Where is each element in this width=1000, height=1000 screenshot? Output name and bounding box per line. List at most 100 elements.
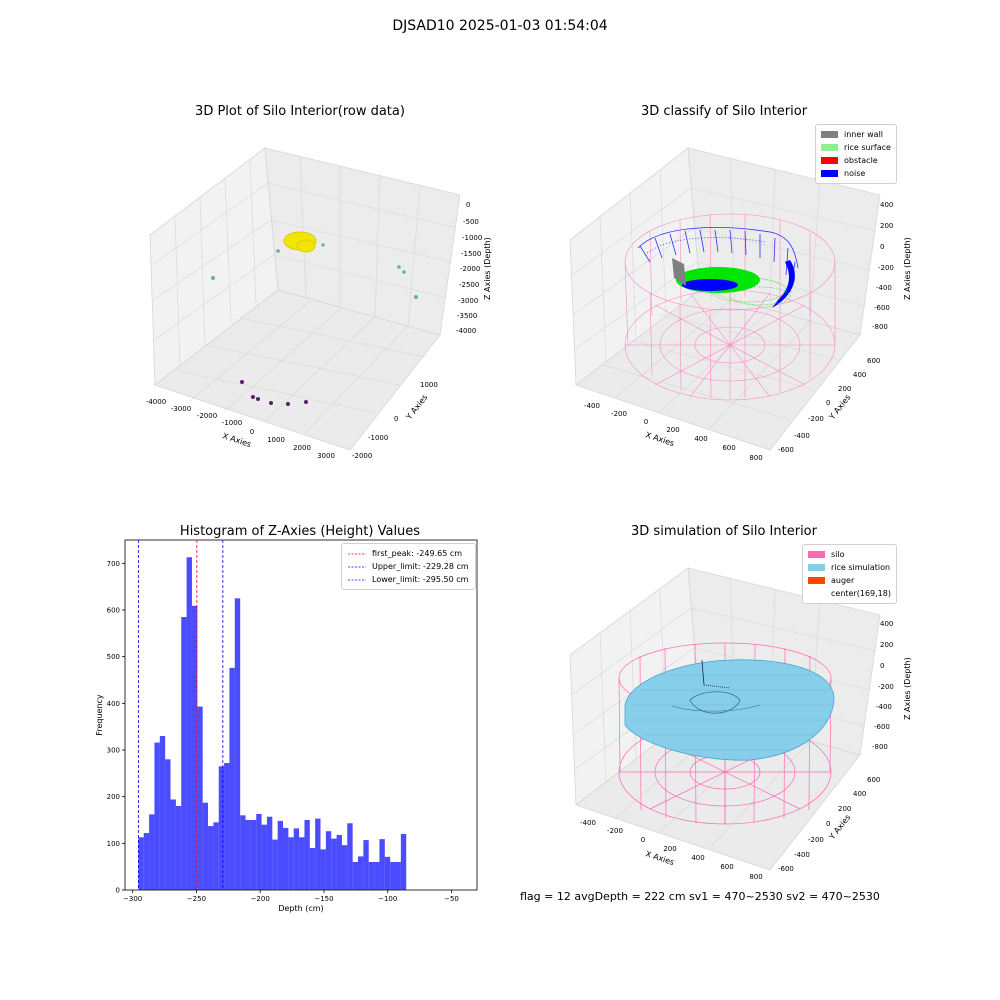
histogram-bar [138,837,144,890]
histogram-xtick-label: −250 [187,895,206,903]
svg-text:0: 0 [880,662,884,670]
legend-entry-lower-limit: Lower_limit: -295.50 cm [348,575,469,584]
histogram-bar [358,856,364,890]
svg-text:-1000: -1000 [368,434,388,442]
svg-text:0: 0 [826,820,830,828]
svg-text:-500: -500 [463,218,479,226]
histogram-bar [400,834,407,890]
svg-text:800: 800 [749,454,762,462]
svg-text:0: 0 [394,415,398,423]
svg-text:-400: -400 [876,703,892,711]
histogram-bar [283,827,289,890]
histogram-bar [165,759,171,890]
svg-text:600: 600 [722,444,735,452]
histogram-bar [234,598,241,890]
histogram-bar [218,766,225,890]
histogram-ytick-label: 700 [107,560,120,568]
histogram-ytick-label: 500 [107,653,120,661]
svg-text:-400: -400 [794,851,810,859]
histogram-bar [208,826,214,890]
svg-text:800: 800 [749,873,762,881]
legend-entry-obstacle: obstacle [821,154,891,167]
histogram-bar [256,813,262,890]
svg-text:-2500: -2500 [459,281,479,289]
histogram-xtick-label: −150 [314,895,333,903]
svg-text:0: 0 [826,399,830,407]
svg-text:-600: -600 [874,723,890,731]
svg-text:0: 0 [466,201,470,209]
histogram-bar [181,617,187,890]
legend-entry-first-peak: first_peak: -249.65 cm [348,549,463,558]
histogram-bar [159,736,166,890]
svg-text:400: 400 [694,435,707,443]
svg-text:400: 400 [691,854,704,862]
legend-entry-upper-limit: Upper_limit: -229.28 cm [348,562,469,571]
histogram-bar [384,856,391,890]
histogram-bar [170,799,176,890]
histogram-bar [175,806,182,890]
histogram-bar [341,845,348,890]
histogram-bar [197,706,203,890]
classify-panel-title: 3D classify of Silo Interior [640,104,808,119]
svg-text:-4000: -4000 [146,398,166,406]
svg-text:0: 0 [644,418,648,426]
histogram-ytick-label: 300 [107,747,120,755]
histogram-bar [266,816,273,890]
legend-swatch [808,590,825,597]
histogram-xtick-label: −200 [251,895,270,903]
histogram-bar [261,824,267,890]
legend-swatch [808,564,825,571]
histogram-bar [213,822,219,890]
svg-text:0: 0 [880,243,884,251]
histogram-bar [395,862,401,890]
histogram-bar [272,839,278,890]
histogram-ytick-label: 0 [116,887,120,895]
histogram-xtick-label: −300 [123,895,142,903]
svg-text:-400: -400 [794,432,810,440]
histogram-xtick-label: −100 [378,895,397,903]
histogram-ytick-label: 100 [107,840,120,848]
svg-text:400: 400 [880,620,893,628]
histogram-ytick-label: 200 [107,793,120,801]
svg-text:-1500: -1500 [461,250,481,258]
histogram-bar [368,862,375,890]
histogram-bar [154,742,160,890]
histogram-bar [229,667,235,890]
svg-text:-2000: -2000 [352,452,372,460]
svg-text:-2000: -2000 [197,412,217,420]
figure-title: DJSAD10 2025-01-03 01:54:04 [392,18,608,34]
histogram-xtick-label: −50 [444,895,459,903]
svg-text:-200: -200 [878,264,894,272]
svg-text:Z Axies (Depth): Z Axies (Depth) [483,237,492,300]
svg-text:Z Axies (Depth): Z Axies (Depth) [903,237,912,300]
svg-text:200: 200 [880,222,893,230]
histogram-bar [309,848,316,890]
histogram-legend: first_peak: -249.65 cm Upper_limit: -229… [341,543,476,590]
svg-text:400: 400 [853,790,866,798]
legend-swatch [821,157,838,164]
legend-swatch [821,144,838,151]
svg-text:2000: 2000 [293,444,311,452]
histogram-bar [186,557,192,890]
histogram-bar [245,820,251,890]
simulation-panel-title: 3D simulation of Silo Interior [631,524,817,539]
histogram-bar [379,839,385,890]
histogram-bar [390,862,396,890]
svg-text:-600: -600 [874,304,890,312]
histogram-bar [331,838,337,890]
histogram-bar [304,820,310,890]
svg-text:-600: -600 [778,446,794,454]
histogram-bar [293,828,300,890]
svg-text:600: 600 [867,357,880,365]
legend-entry-center: center(169,18) [808,587,891,600]
histogram-bar [202,802,209,890]
histogram-bar [191,605,198,890]
legend-entry-inner-wall: inner wall [821,128,891,141]
simulation-legend: silo rice simulation auger center(169,18… [802,544,897,604]
svg-text:-2000: -2000 [460,265,480,273]
legend-swatch [808,551,825,558]
